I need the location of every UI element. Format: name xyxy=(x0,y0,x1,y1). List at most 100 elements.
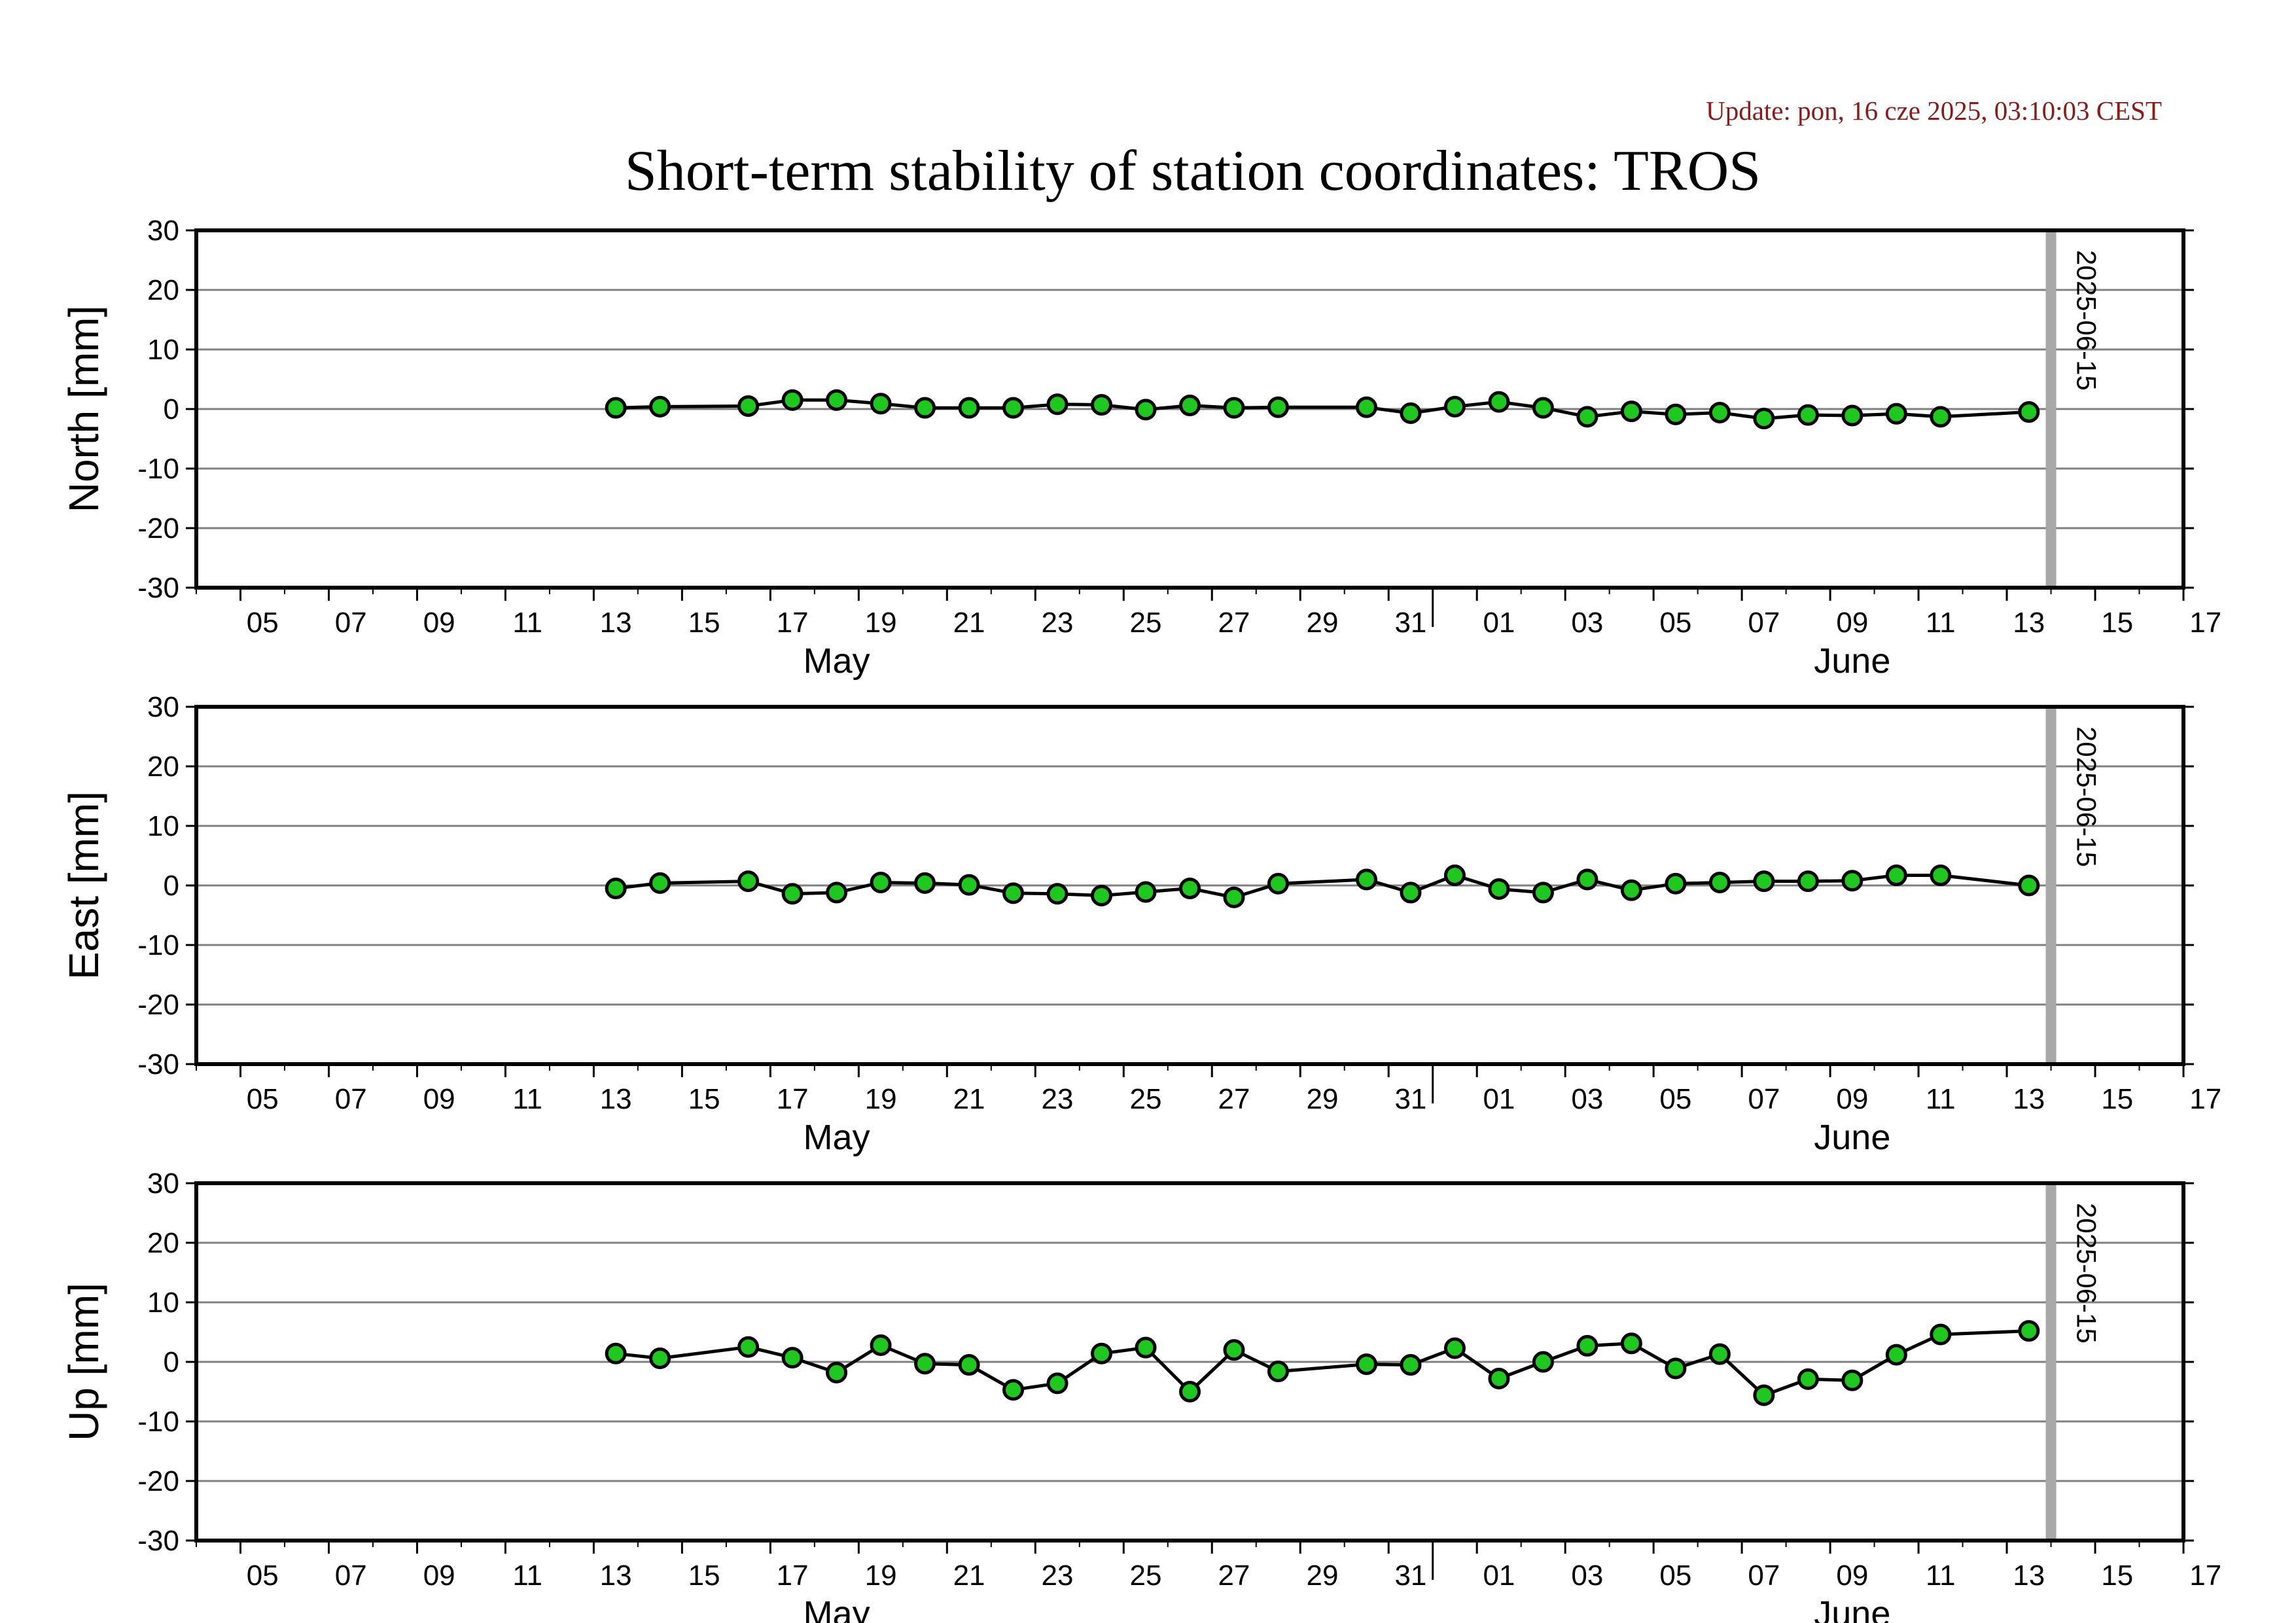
data-point xyxy=(1400,402,1422,424)
data-point xyxy=(1841,404,1863,427)
data-point xyxy=(1797,404,1819,426)
data-point xyxy=(1223,886,1245,908)
data-point xyxy=(1355,396,1377,418)
month-label: May xyxy=(804,1118,870,1157)
data-point xyxy=(1841,870,1863,892)
data-point xyxy=(2018,401,2040,423)
x-tick-label: 25 xyxy=(1130,1560,1162,1592)
x-tick-label: 09 xyxy=(423,607,455,639)
y-tick-label: 30 xyxy=(147,1168,179,1200)
data-point xyxy=(781,883,804,905)
data-point xyxy=(1753,408,1775,430)
chart-title: Short-term stability of station coordina… xyxy=(625,139,1761,203)
x-tick-label: 07 xyxy=(335,607,367,639)
x-tick-label: 03 xyxy=(1571,607,1603,639)
x-tick-label: 09 xyxy=(423,1083,455,1115)
x-tick-label: 07 xyxy=(335,1083,367,1115)
y-tick-label: 10 xyxy=(147,334,179,366)
x-tick-label: 15 xyxy=(2101,1083,2133,1115)
x-tick-label: 23 xyxy=(1042,1083,1074,1115)
data-point xyxy=(870,393,892,415)
date-marker-label: 2025-06-15 xyxy=(2072,1203,2102,1344)
data-point xyxy=(914,397,936,419)
x-tick-label: 17 xyxy=(2189,607,2221,639)
data-point xyxy=(1135,881,1157,903)
x-tick-label: 17 xyxy=(777,607,809,639)
x-tick-label: 01 xyxy=(1483,1560,1515,1592)
x-tick-label: 21 xyxy=(953,607,985,639)
y-axis-label: East [mm] xyxy=(60,791,107,980)
x-tick-label: 19 xyxy=(865,1083,897,1115)
data-point xyxy=(1708,1343,1731,1365)
x-tick-label: 31 xyxy=(1394,607,1426,639)
data-point xyxy=(649,872,671,894)
x-tick-label: 29 xyxy=(1306,1560,1338,1592)
month-label: May xyxy=(804,1594,870,1623)
panel-east: 2025-06-15 30 20 10 0 -10 -20 -30 East [mm] 05 07 0… xyxy=(60,691,2221,1157)
data-point xyxy=(958,874,980,896)
data-point xyxy=(1046,393,1069,416)
month-label: May xyxy=(804,641,870,681)
data-point xyxy=(1665,1357,1687,1380)
data-point xyxy=(1267,396,1289,418)
month-label: June xyxy=(1814,1594,1890,1623)
data-point xyxy=(1708,871,1731,893)
x-tick-label: 01 xyxy=(1483,607,1515,639)
data-point xyxy=(958,397,980,419)
data-point xyxy=(1576,868,1598,891)
data-point xyxy=(1091,884,1113,906)
data-point xyxy=(1841,1369,1863,1391)
y-tick-label: 0 xyxy=(164,870,179,902)
data-point xyxy=(605,397,627,419)
y-tick-label: 30 xyxy=(147,215,179,247)
x-tick-label: 19 xyxy=(865,607,897,639)
data-point xyxy=(737,870,760,893)
data-point xyxy=(1046,1372,1069,1395)
x-tick-label: 05 xyxy=(1659,607,1691,639)
data-point xyxy=(605,878,627,900)
y-tick-label: -10 xyxy=(137,1406,179,1438)
y-tick-label: -30 xyxy=(137,1525,179,1557)
x-tick-label: 05 xyxy=(247,607,279,639)
data-point xyxy=(1091,394,1113,416)
y-tick-label: -10 xyxy=(137,929,179,961)
data-point xyxy=(1665,403,1687,425)
data-point xyxy=(1620,401,1642,423)
y-tick-label: 20 xyxy=(147,1227,179,1259)
data-point xyxy=(781,389,804,411)
data-point xyxy=(1179,395,1201,417)
date-marker-label: 2025-06-15 xyxy=(2072,726,2102,867)
x-tick-label: 05 xyxy=(1659,1560,1691,1592)
x-tick-label: 15 xyxy=(688,1560,720,1592)
data-point xyxy=(1223,1339,1245,1361)
x-tick-label: 27 xyxy=(1218,607,1250,639)
data-point xyxy=(1135,1336,1157,1359)
x-tick-label: 15 xyxy=(688,607,720,639)
data-point xyxy=(1620,1332,1642,1355)
data-point xyxy=(1532,1351,1554,1373)
x-tick-label: 13 xyxy=(2013,1560,2045,1592)
data-point xyxy=(2018,1320,2040,1342)
y-tick-label: 20 xyxy=(147,751,179,783)
series-line xyxy=(615,1329,2029,1397)
data-point xyxy=(737,395,760,417)
x-tick-label: 11 xyxy=(1926,607,1956,639)
data-point xyxy=(2018,874,2040,897)
data-point xyxy=(1223,397,1245,419)
data-point xyxy=(1665,872,1687,895)
x-tick-label: 11 xyxy=(512,1083,542,1115)
data-point xyxy=(1930,406,1952,428)
data-point xyxy=(1532,397,1554,419)
data-point xyxy=(1400,882,1422,904)
x-tick-label: 15 xyxy=(2101,1560,2133,1592)
data-point xyxy=(1576,1334,1598,1357)
x-tick-label: 31 xyxy=(1394,1083,1426,1115)
x-tick-label: 07 xyxy=(335,1560,367,1592)
data-point xyxy=(826,1361,848,1383)
x-tick-label: 31 xyxy=(1394,1560,1426,1592)
data-point xyxy=(1443,395,1466,418)
x-tick-label: 11 xyxy=(1926,1560,1956,1592)
data-point xyxy=(1355,868,1377,891)
x-tick-label: 13 xyxy=(2013,1083,2045,1115)
